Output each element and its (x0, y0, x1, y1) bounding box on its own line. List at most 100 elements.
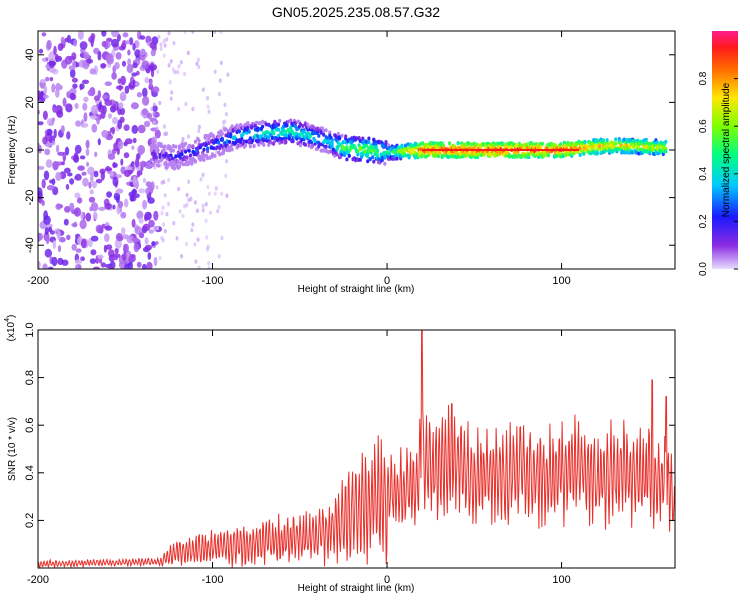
noise-cell (74, 144, 82, 154)
ridge-cell (220, 131, 224, 136)
noise-cell (120, 158, 124, 166)
ridge-cell (456, 141, 460, 146)
x-tick-label: 0 (384, 275, 390, 287)
ridge-cell (228, 139, 232, 144)
ridge-cell (235, 123, 239, 128)
noise-cell (45, 236, 50, 245)
noise-cell (123, 169, 131, 177)
noise-cell (85, 148, 90, 156)
noise-cell (214, 186, 218, 191)
ridge-cell (324, 128, 328, 133)
ridge-cell (302, 129, 306, 134)
ridge-cell (242, 139, 246, 144)
noise-cell (101, 130, 109, 138)
ridge-cell (582, 151, 586, 156)
ridge-cell (280, 132, 284, 137)
ridge-cell (191, 144, 195, 149)
noise-cell (180, 254, 184, 259)
ridge-cell (286, 119, 290, 124)
noise-cell (169, 96, 173, 101)
ridge-cell (463, 153, 467, 158)
noise-cell (44, 248, 52, 258)
noise-cell (46, 128, 53, 136)
noise-cell (179, 60, 183, 65)
spectrogram-x-label: Height of straight line (km) (298, 284, 415, 295)
noise-cell (98, 101, 103, 110)
noise-cell (187, 179, 191, 184)
ridge-cell (643, 145, 647, 150)
noise-cell (223, 119, 227, 124)
noise-cell (51, 178, 56, 186)
noise-cell (135, 157, 140, 168)
noise-cell (64, 167, 71, 174)
ridge-cell (254, 120, 259, 125)
colorbar-gradient (712, 31, 738, 269)
ridge-cell (269, 140, 273, 145)
noise-cell (131, 72, 138, 77)
ridge-cell (637, 151, 641, 156)
ridge-cell (162, 148, 166, 153)
noise-cell (146, 261, 153, 269)
noise-cell (185, 192, 189, 198)
ridge-cell (361, 136, 365, 141)
noise-cell (131, 145, 135, 151)
noise-cell (167, 201, 170, 207)
ridge-cell (482, 142, 486, 147)
ridge-cell (600, 146, 604, 151)
noise-cell (79, 155, 86, 160)
noise-cell (144, 211, 152, 221)
ridge-cell (356, 149, 360, 154)
x-tick-label: -100 (202, 574, 224, 586)
ridge-cell (199, 143, 204, 148)
ridge-cell (285, 123, 289, 128)
noise-cell (72, 83, 78, 89)
ridge-cell (256, 126, 260, 131)
noise-cell (42, 94, 49, 99)
ridge-cell (340, 133, 344, 138)
noise-cell (106, 55, 114, 65)
ridge-cell (528, 144, 532, 149)
noise-cell (71, 223, 78, 227)
ridge-cell (632, 145, 636, 150)
noise-cell (80, 238, 87, 249)
ridge-cell (364, 143, 368, 148)
noise-cell (218, 78, 222, 83)
ridge-cell (297, 135, 301, 140)
noise-cell (186, 50, 190, 56)
ridge-cell (307, 143, 311, 148)
colorbar-tick-label: 0.4 (698, 166, 709, 180)
noise-cell (152, 111, 156, 116)
noise-cell (96, 116, 100, 125)
noise-cell (104, 99, 113, 106)
noise-cell (217, 254, 221, 259)
noise-cell (51, 256, 58, 267)
noise-cell (104, 225, 113, 231)
x-tick-label: -100 (202, 275, 224, 287)
noise-cell (41, 200, 45, 206)
noise-cell (142, 178, 147, 183)
ridge-cell (281, 124, 285, 129)
ridge-cell (447, 141, 452, 146)
noise-cell (209, 210, 213, 215)
noise-cell (111, 126, 115, 135)
ridge-cell (511, 141, 515, 146)
ridge-cell (356, 152, 360, 157)
ridge-cell (341, 140, 345, 145)
noise-cell (53, 45, 57, 56)
noise-cell (80, 122, 89, 128)
ridge-cell (636, 138, 640, 143)
ridge-cell (414, 142, 419, 147)
noise-cell (69, 202, 75, 212)
noise-cell (49, 77, 54, 82)
ridge-cell (324, 144, 328, 149)
noise-cell (90, 235, 99, 242)
noise-cell (191, 31, 195, 34)
noise-cell (58, 236, 66, 243)
noise-cell (121, 252, 127, 261)
noise-cell (122, 40, 127, 46)
noise-cell (185, 241, 188, 246)
snr-scale-label: (x104) (4, 315, 17, 342)
colorbar-label: Normalized spectral amplitude (721, 82, 732, 217)
noise-cell (89, 258, 97, 264)
